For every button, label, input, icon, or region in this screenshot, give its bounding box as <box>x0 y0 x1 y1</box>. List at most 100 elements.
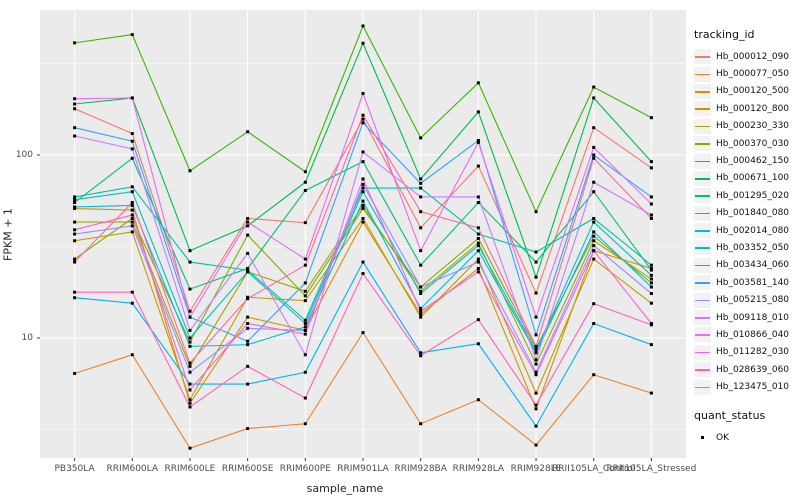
black-square-point-icon <box>701 436 705 440</box>
data-point <box>592 180 596 184</box>
data-point <box>303 332 307 336</box>
data-point <box>246 266 250 270</box>
data-point <box>303 294 307 298</box>
data-point <box>73 41 77 45</box>
data-point <box>592 190 596 194</box>
data-point <box>419 285 423 289</box>
legend-entry-label: Hb_011282_030 <box>716 347 790 358</box>
data-point <box>534 403 538 407</box>
legend-key-color-line <box>695 160 710 163</box>
data-point <box>476 110 480 114</box>
legend-quant-list: OK <box>694 429 800 446</box>
data-point <box>130 201 134 205</box>
data-point <box>476 232 480 236</box>
data-point <box>246 364 250 368</box>
data-point <box>361 24 365 28</box>
data-point <box>361 220 365 224</box>
data-point <box>592 373 596 377</box>
data-point <box>419 177 423 181</box>
data-point <box>476 141 480 145</box>
data-point <box>246 216 250 220</box>
data-point <box>649 195 653 199</box>
legend-entry-Hb_001840_080: Hb_001840_080 <box>694 205 800 222</box>
x-tick-label: RRII105LA_Stressed <box>606 464 697 474</box>
data-point <box>476 241 480 245</box>
data-point <box>476 398 480 402</box>
legend-key-line-icon <box>694 310 711 326</box>
data-point <box>419 292 423 296</box>
data-point <box>303 281 307 285</box>
legend-key-line-icon <box>694 118 711 134</box>
data-point <box>188 382 192 386</box>
data-point <box>130 230 134 234</box>
data-point <box>649 213 653 217</box>
legend-key-color-line <box>695 73 710 76</box>
legend-key-color-line <box>695 90 710 93</box>
legend-key-line-icon <box>694 327 711 343</box>
data-point <box>73 257 77 261</box>
data-point <box>476 195 480 199</box>
data-point <box>592 220 596 224</box>
data-point <box>649 277 653 281</box>
data-point <box>534 346 538 350</box>
data-point <box>361 177 365 181</box>
legend-entry-Hb_003581_140: Hb_003581_140 <box>694 274 800 291</box>
data-point <box>649 343 653 347</box>
data-point <box>303 328 307 332</box>
data-point <box>419 226 423 230</box>
data-point <box>130 203 134 207</box>
data-point <box>419 263 423 267</box>
data-point <box>188 309 192 313</box>
legend-entry-label: Hb_010866_040 <box>716 329 790 340</box>
legend-key-color-line <box>695 247 710 250</box>
legend-entry-Hb_000671_100: Hb_000671_100 <box>694 170 800 187</box>
x-tick-label: RRIM928LE <box>510 464 562 474</box>
data-point <box>303 263 307 267</box>
legend-key-line-icon <box>694 205 711 221</box>
data-point <box>303 257 307 261</box>
legend-key-color-line <box>695 230 710 232</box>
data-point <box>73 107 77 111</box>
data-point <box>649 202 653 206</box>
data-point <box>649 391 653 395</box>
legend-key-line-icon <box>694 344 711 360</box>
data-point <box>361 207 365 211</box>
legend-entry-label: Hb_000370_030 <box>716 138 790 149</box>
legend-key-line-icon <box>694 83 711 99</box>
data-point <box>592 85 596 89</box>
legend-entry-Hb_000462_150: Hb_000462_150 <box>694 152 800 169</box>
legend-entry-label: Hb_005215_080 <box>716 295 790 306</box>
data-point <box>130 213 134 217</box>
data-point <box>649 263 653 267</box>
data-point <box>188 446 192 450</box>
data-point <box>246 297 250 301</box>
legend-title-quant-status: quant_status <box>694 408 766 422</box>
legend-key-line-icon <box>694 362 711 378</box>
data-point <box>419 136 423 140</box>
data-point <box>188 287 192 291</box>
data-point <box>246 326 250 330</box>
data-point <box>361 203 365 207</box>
data-point <box>649 301 653 305</box>
data-point <box>649 281 653 285</box>
data-point <box>534 344 538 348</box>
data-point <box>130 132 134 136</box>
data-point <box>361 150 365 154</box>
data-point <box>476 164 480 168</box>
data-point <box>246 220 250 224</box>
data-point <box>476 244 480 248</box>
data-point <box>534 250 538 254</box>
data-point <box>534 424 538 428</box>
legend-entry-label: Hb_000077_050 <box>716 69 790 80</box>
data-point <box>188 405 192 409</box>
data-point <box>476 266 480 270</box>
data-point <box>246 268 250 272</box>
data-point <box>534 210 538 214</box>
data-point <box>592 126 596 130</box>
data-point <box>476 236 480 240</box>
data-point <box>130 301 134 305</box>
data-point <box>419 315 423 319</box>
data-point <box>534 291 538 295</box>
legend-key-color-line <box>695 369 710 371</box>
data-point <box>419 186 423 190</box>
